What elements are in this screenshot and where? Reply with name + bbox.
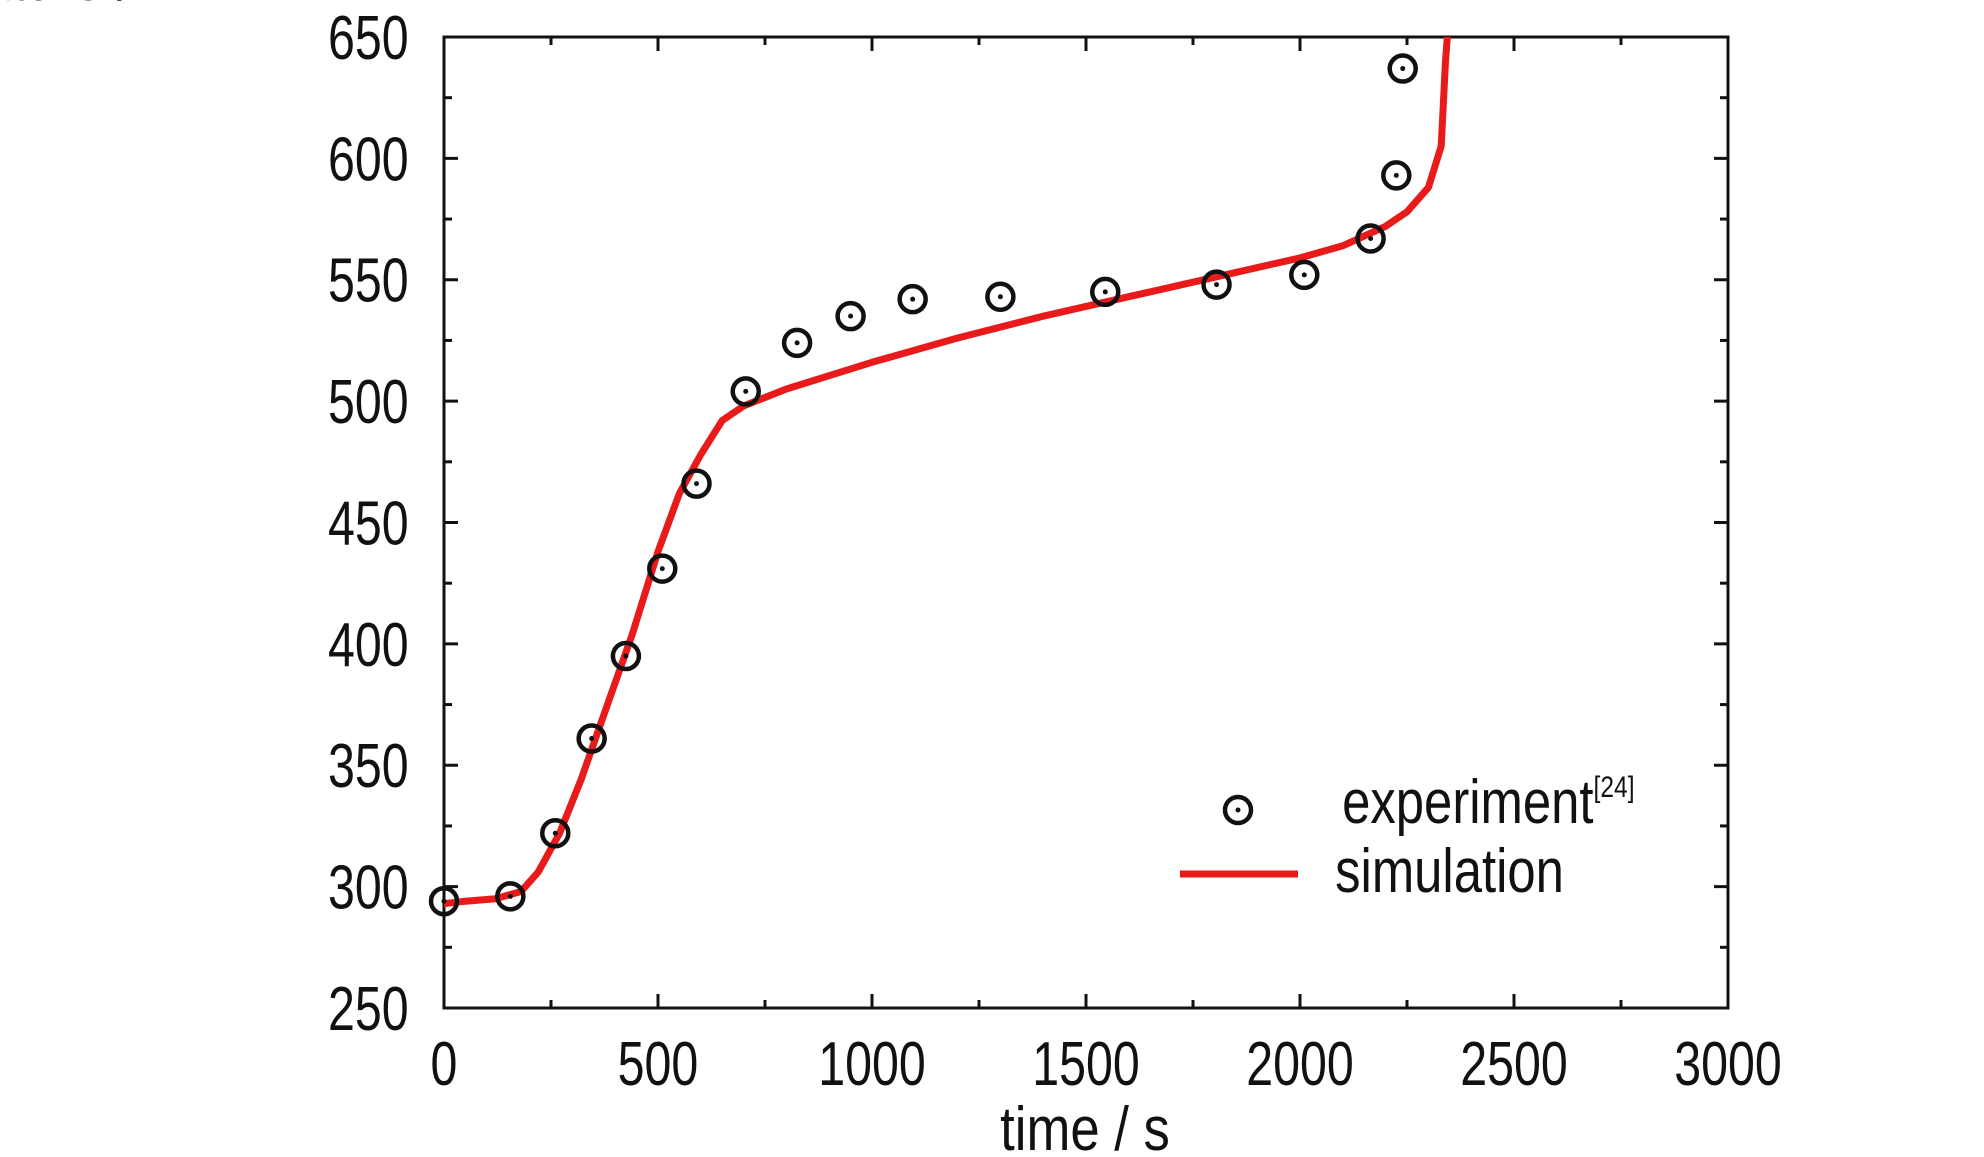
x-tick-label: 0 <box>431 1029 458 1098</box>
experiment-point <box>781 327 813 359</box>
experiment-point <box>985 281 1016 312</box>
y-tick-label: 550 <box>328 246 409 315</box>
experiment-point <box>610 640 642 672</box>
experiment-point <box>897 283 928 315</box>
legend: experiment[24] simulation <box>1180 768 1635 906</box>
legend-label-experiment: experiment[24] <box>1342 768 1634 837</box>
experiment-point <box>1289 259 1320 291</box>
y-tick-label: 500 <box>328 367 409 436</box>
x-tick-label: 2500 <box>1460 1029 1568 1098</box>
experiment-point <box>1090 276 1121 308</box>
x-tick-label: 1000 <box>818 1029 926 1098</box>
y-tick-label: 300 <box>328 853 409 922</box>
experiment-point <box>1355 223 1386 254</box>
experiment-point <box>647 553 678 584</box>
experiment-point <box>1387 53 1418 84</box>
legend-marker-experiment <box>1222 794 1254 826</box>
experiment-point <box>730 376 761 407</box>
y-tick-label: 450 <box>328 489 409 558</box>
x-axis-title: time / s <box>1000 1095 1170 1157</box>
x-tick-label: 1500 <box>1032 1029 1140 1098</box>
x-tick-label: 2000 <box>1246 1029 1354 1098</box>
experiment-point <box>1381 160 1412 191</box>
y-tick-label: 650 <box>328 3 409 72</box>
y-axis-title: temperature / K <box>0 0 182 14</box>
experiment-point <box>576 723 607 754</box>
experiment-point <box>428 885 460 917</box>
experiment-point <box>1201 269 1232 300</box>
series-layer <box>428 37 1451 917</box>
x-tick-label: 500 <box>618 1029 699 1098</box>
experiment-point <box>681 468 712 499</box>
x-tick-label: 3000 <box>1674 1029 1782 1098</box>
y-tick-label: 600 <box>328 125 409 194</box>
experiment-point <box>835 300 866 332</box>
legend-experiment-name: experiment <box>1342 768 1594 837</box>
legend-label-simulation: simulation <box>1335 837 1564 906</box>
series-line-simulation <box>444 37 1451 908</box>
y-tick-label: 350 <box>328 731 409 800</box>
y-axis-ticks: 250 300 350 400 450 500 550 600 650 <box>328 3 1728 1043</box>
experiment-point <box>495 881 526 912</box>
x-axis-ticks: 0 500 1000 1500 2000 2500 3000 <box>431 37 1782 1098</box>
y-tick-label: 250 <box>328 974 409 1043</box>
y-tick-label: 400 <box>328 610 409 679</box>
legend-experiment-ref: [24] <box>1594 770 1635 804</box>
experiment-point <box>540 817 571 849</box>
